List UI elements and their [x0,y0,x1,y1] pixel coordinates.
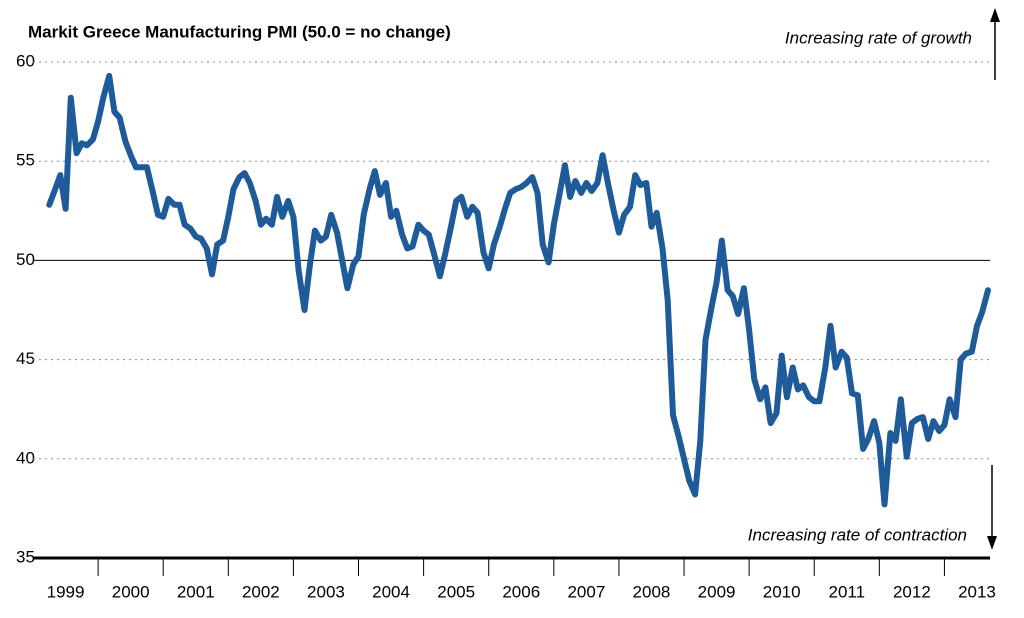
x-tick-label: 1999 [47,582,85,601]
x-tick-label: 2000 [112,582,150,601]
x-tick-label: 2004 [372,582,410,601]
annotation: Increasing rate of growth [785,28,972,47]
x-tick-label: 2010 [763,582,801,601]
x-tick-label: 2012 [893,582,931,601]
x-tick-label: 2003 [307,582,345,601]
y-tick-label: 35 [16,547,35,566]
x-tick-label: 2007 [567,582,605,601]
x-tick-label: 2002 [242,582,280,601]
annotation: Increasing rate of contraction [748,525,967,544]
arrow-up [990,8,1000,80]
y-tick-label: 45 [16,349,35,368]
x-tick-label: 2009 [698,582,736,601]
x-tick-label: 2005 [437,582,475,601]
arrow-down [987,465,997,550]
x-tick-label: 2013 [958,582,996,601]
y-tick-label: 60 [16,51,35,70]
y-tick-label: 50 [16,250,35,269]
x-tick-label: 2006 [502,582,540,601]
y-tick-label: 40 [16,448,35,467]
y-tick-label: 55 [16,151,35,170]
x-tick-label: 2008 [633,582,671,601]
x-tick-label: 2001 [177,582,215,601]
chart-title: Markit Greece Manufacturing PMI (50.0 = … [28,22,451,41]
x-tick-label: 2011 [828,582,865,601]
data-line [46,72,991,508]
